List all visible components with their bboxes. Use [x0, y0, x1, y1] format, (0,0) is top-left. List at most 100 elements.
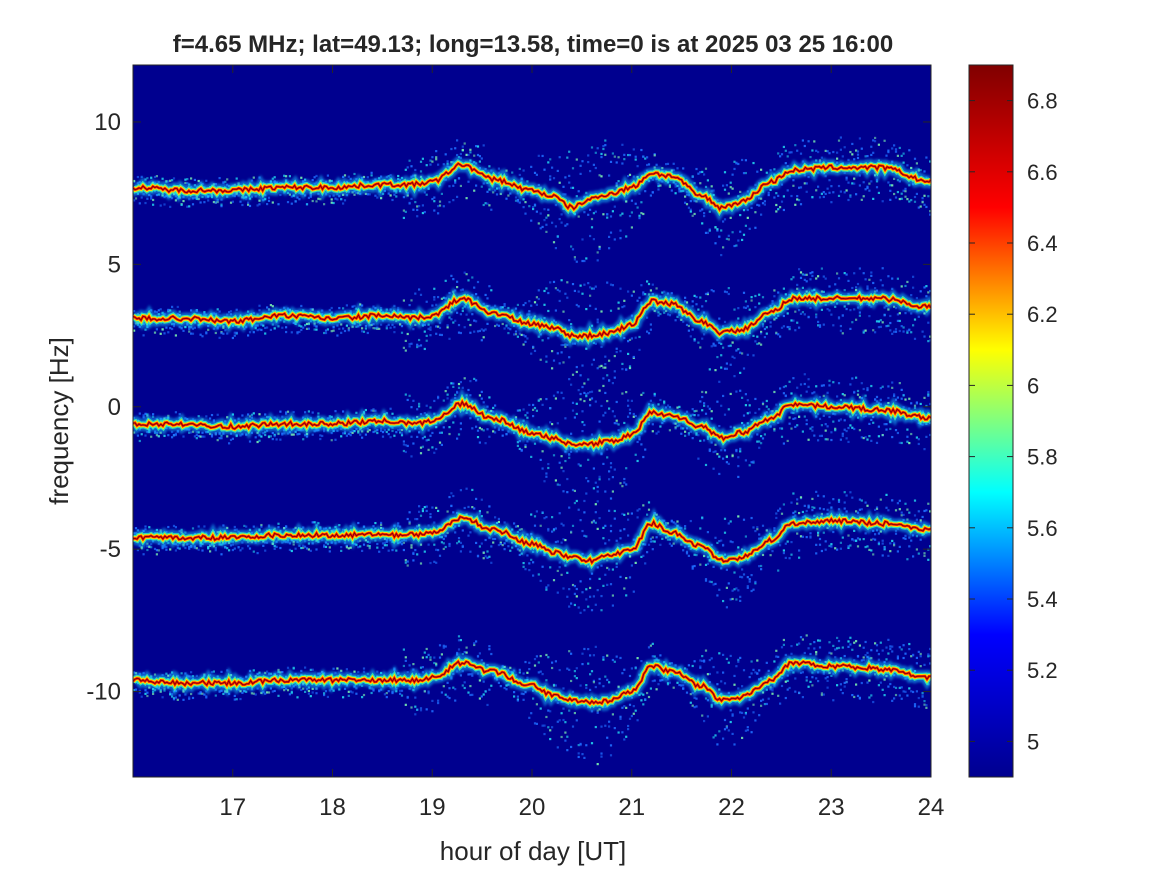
speckle	[549, 407, 552, 410]
speckle	[782, 195, 785, 198]
speckle	[642, 504, 645, 507]
speckle	[853, 529, 856, 532]
speckle	[480, 157, 483, 160]
speckle	[435, 158, 438, 161]
speckle	[248, 547, 252, 550]
speckle	[636, 206, 639, 209]
speckle	[674, 319, 677, 322]
speckle	[220, 553, 223, 556]
speckle	[856, 389, 860, 393]
speckle	[741, 396, 744, 399]
speckle	[338, 524, 341, 527]
speckle	[773, 427, 776, 431]
speckle	[258, 413, 261, 416]
speckle	[708, 449, 711, 453]
speckle	[642, 293, 645, 296]
speckle	[402, 449, 405, 453]
speckle	[195, 309, 198, 312]
speckle	[235, 331, 238, 334]
speckle	[767, 547, 770, 551]
speckle	[524, 568, 527, 571]
speckle	[248, 415, 252, 418]
speckle	[509, 328, 512, 331]
speckle	[264, 549, 267, 552]
speckle	[600, 310, 603, 313]
speckle	[585, 598, 588, 601]
speckle	[461, 307, 464, 310]
speckle	[456, 139, 459, 142]
speckle	[212, 200, 215, 204]
speckle	[900, 197, 903, 200]
speckle	[609, 283, 613, 286]
speckle	[851, 321, 854, 324]
speckle	[786, 325, 789, 329]
speckle	[609, 497, 613, 500]
speckle	[609, 524, 613, 527]
speckle	[433, 560, 436, 563]
speckle	[539, 358, 542, 361]
speckle	[651, 283, 654, 286]
speckle	[904, 284, 907, 288]
speckle	[733, 308, 736, 311]
speckle	[551, 350, 554, 353]
speckle	[855, 288, 858, 292]
speckle	[684, 434, 687, 437]
speckle	[822, 394, 825, 397]
speckle	[602, 147, 605, 151]
speckle	[313, 176, 316, 179]
speckle	[856, 153, 860, 156]
speckle	[581, 160, 584, 163]
speckle	[722, 346, 725, 349]
speckle	[790, 540, 793, 544]
trace-peak	[133, 162, 931, 211]
speckle	[421, 508, 424, 511]
speckle	[336, 198, 339, 201]
speckle	[779, 387, 782, 390]
speckle	[330, 439, 333, 442]
speckle	[330, 415, 333, 418]
speckle	[442, 205, 445, 208]
speckle	[448, 337, 451, 340]
speckle	[872, 197, 875, 200]
speckle	[494, 516, 497, 519]
speckle	[807, 316, 810, 319]
speckle	[433, 209, 436, 212]
speckle	[571, 409, 575, 412]
speckle	[742, 367, 746, 370]
speckle	[307, 410, 310, 413]
speckle	[712, 565, 715, 568]
speckle	[376, 431, 379, 435]
speckle	[604, 139, 607, 142]
speckle	[429, 561, 432, 565]
speckle	[264, 332, 267, 335]
speckle	[228, 549, 231, 552]
speckle	[723, 413, 727, 416]
speckle	[395, 549, 398, 552]
speckle	[790, 278, 793, 281]
speckle	[247, 201, 250, 204]
speckle	[459, 313, 462, 316]
speckle	[786, 155, 789, 158]
speckle	[516, 200, 519, 203]
speckle	[625, 200, 628, 203]
speckle	[558, 566, 561, 569]
speckle	[615, 400, 618, 404]
speckle	[720, 366, 723, 369]
speckle	[526, 337, 529, 340]
speckle	[271, 201, 274, 204]
speckle	[704, 463, 708, 467]
speckle	[564, 459, 567, 463]
speckle	[773, 429, 776, 432]
speckle	[794, 203, 797, 206]
speckle	[575, 412, 578, 416]
speckle	[581, 430, 584, 433]
speckle	[668, 542, 671, 545]
speckle	[342, 432, 345, 435]
speckle	[598, 475, 601, 478]
speckle	[843, 272, 846, 275]
speckle	[262, 432, 265, 435]
speckle	[397, 428, 400, 432]
speckle	[520, 333, 523, 337]
speckle	[771, 550, 774, 553]
speckle	[887, 308, 890, 311]
